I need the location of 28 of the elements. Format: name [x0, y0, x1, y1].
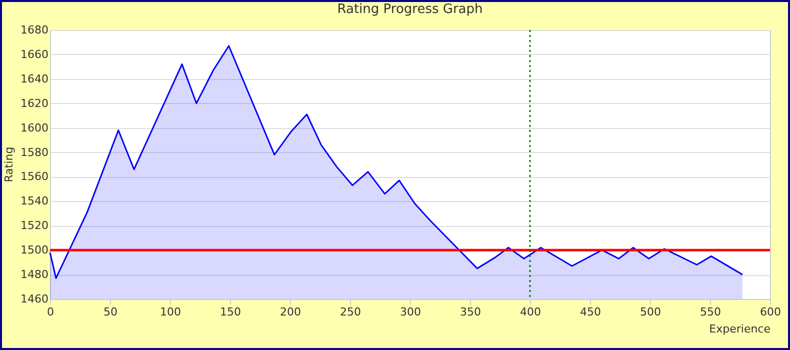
x-tick-label: 250 [340, 306, 361, 318]
x-axis-title: Experience [709, 322, 771, 336]
x-tick-label: 450 [580, 306, 601, 318]
x-tick-label: 350 [460, 306, 481, 318]
x-tick-label: 500 [640, 306, 661, 318]
y-tick-label: 1580 [20, 146, 48, 159]
y-tick-label: 1460 [20, 292, 48, 306]
y-tick-label: 1600 [20, 121, 48, 134]
y-tick-label: 1520 [20, 219, 48, 232]
y-tick-label: 1560 [20, 170, 48, 184]
x-tick-label: 150 [220, 306, 241, 318]
chart-title: Rating Progress Graph [337, 2, 483, 17]
y-tick-label: 1500 [20, 244, 48, 257]
x-tick-label: 50 [104, 306, 118, 318]
x-tick-label: 200 [280, 306, 301, 318]
y-tick-label: 1660 [20, 48, 48, 61]
x-tick-label: 300 [400, 306, 421, 318]
x-tick-label: 550 [700, 306, 721, 318]
y-axis-title: Rating [2, 146, 16, 182]
y-tick-label: 1620 [20, 96, 48, 110]
y-tick-label: 1540 [20, 194, 48, 208]
y-tick-label: 1680 [20, 24, 48, 36]
y-tick-label: 1480 [20, 268, 48, 282]
x-tick-label: 600 [760, 306, 781, 318]
y-tick-label: 1640 [20, 72, 48, 86]
x-tick-label: 100 [160, 306, 181, 318]
x-tick-label: 0 [47, 306, 54, 318]
x-tick-label: 400 [520, 306, 541, 318]
